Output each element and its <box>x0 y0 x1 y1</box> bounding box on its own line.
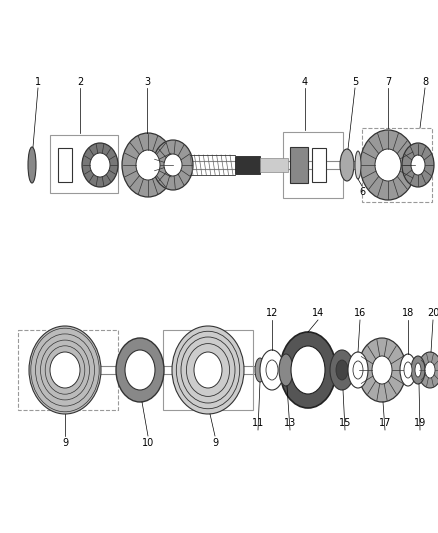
Ellipse shape <box>125 350 155 390</box>
Ellipse shape <box>348 352 368 388</box>
Bar <box>235 156 260 174</box>
Ellipse shape <box>136 150 160 180</box>
Bar <box>50 135 118 193</box>
Text: 9: 9 <box>212 438 218 448</box>
Text: 2: 2 <box>77 77 83 87</box>
Ellipse shape <box>280 332 336 408</box>
Text: 7: 7 <box>385 77 391 87</box>
Ellipse shape <box>164 154 182 176</box>
Bar <box>312 148 326 182</box>
Text: 9: 9 <box>62 438 68 448</box>
Ellipse shape <box>360 130 416 200</box>
Text: 15: 15 <box>339 418 351 428</box>
Ellipse shape <box>330 350 354 390</box>
Text: 5: 5 <box>352 77 358 87</box>
Ellipse shape <box>404 362 412 378</box>
Text: 19: 19 <box>414 418 426 428</box>
Bar <box>163 330 253 410</box>
Ellipse shape <box>82 143 118 187</box>
Bar <box>362 128 432 202</box>
Ellipse shape <box>50 352 80 388</box>
Ellipse shape <box>194 352 222 388</box>
Ellipse shape <box>266 360 278 380</box>
Ellipse shape <box>340 149 354 181</box>
Ellipse shape <box>153 140 193 190</box>
Ellipse shape <box>291 346 325 394</box>
Bar <box>283 132 343 198</box>
Ellipse shape <box>355 151 361 179</box>
Text: 11: 11 <box>252 418 264 428</box>
Text: 4: 4 <box>302 77 308 87</box>
Text: 6: 6 <box>359 187 365 197</box>
Text: 1: 1 <box>35 77 41 87</box>
Ellipse shape <box>358 338 406 402</box>
Bar <box>58 148 72 182</box>
Ellipse shape <box>90 153 110 177</box>
Text: 12: 12 <box>266 308 278 318</box>
Ellipse shape <box>400 354 416 386</box>
Text: 17: 17 <box>379 418 391 428</box>
Ellipse shape <box>411 356 425 384</box>
Ellipse shape <box>353 361 363 379</box>
Text: 10: 10 <box>142 438 154 448</box>
Ellipse shape <box>116 338 164 402</box>
Bar <box>260 158 288 172</box>
Ellipse shape <box>375 149 401 181</box>
Text: 8: 8 <box>422 77 428 87</box>
Text: 14: 14 <box>312 308 324 318</box>
Ellipse shape <box>402 143 434 187</box>
Ellipse shape <box>29 326 101 414</box>
Text: 16: 16 <box>354 308 366 318</box>
Text: 13: 13 <box>284 418 296 428</box>
Ellipse shape <box>255 358 265 382</box>
Ellipse shape <box>336 360 348 380</box>
Ellipse shape <box>279 354 293 386</box>
Bar <box>18 330 118 410</box>
Ellipse shape <box>122 133 174 197</box>
Ellipse shape <box>411 155 425 175</box>
Text: 18: 18 <box>402 308 414 318</box>
Bar <box>290 147 308 183</box>
Ellipse shape <box>172 326 244 414</box>
Ellipse shape <box>28 147 36 183</box>
Ellipse shape <box>415 363 421 377</box>
Text: 20: 20 <box>427 308 438 318</box>
Ellipse shape <box>418 352 438 388</box>
Ellipse shape <box>372 356 392 384</box>
Ellipse shape <box>260 350 284 390</box>
Text: 3: 3 <box>144 77 150 87</box>
Ellipse shape <box>425 362 435 378</box>
